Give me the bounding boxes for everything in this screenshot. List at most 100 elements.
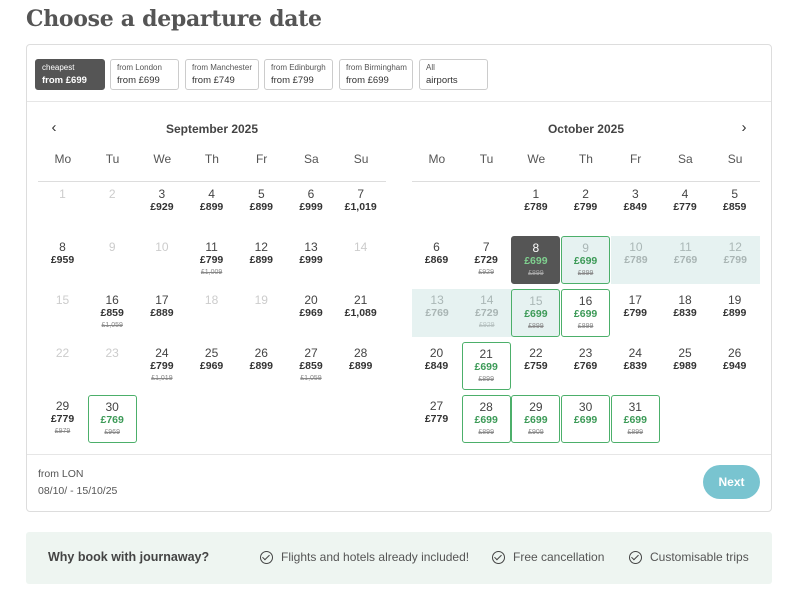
feature-label: Customisable trips xyxy=(650,550,749,564)
filter-pill[interactable]: from London from £699 xyxy=(110,59,179,90)
day-number: 4 xyxy=(208,187,215,201)
calendar-day[interactable]: 18 £839 xyxy=(661,289,710,337)
calendar-day[interactable]: 17 £799 xyxy=(611,289,660,337)
filter-price: from £749 xyxy=(192,75,235,86)
filter-pill[interactable]: from Manchester from £749 xyxy=(185,59,259,90)
date-picker-card: cheapest from £699 from London from £699 fro… xyxy=(26,44,772,512)
calendar-day[interactable]: 26 £899 xyxy=(237,342,286,390)
calendar-day[interactable]: 28 £899 xyxy=(336,342,385,390)
calendar-day[interactable]: 25 £969 xyxy=(187,342,236,390)
calendar-day[interactable]: 15 £699 £899 xyxy=(511,289,561,337)
calendar-day[interactable]: 30 £699 xyxy=(561,395,611,443)
day-number: 27 xyxy=(429,399,444,413)
calendar-day[interactable]: 30 £769 £969 xyxy=(87,395,137,443)
calendar-day[interactable]: 5 £859 xyxy=(710,183,759,231)
calendar-day[interactable]: 21 £699 £899 xyxy=(461,342,511,390)
day-number: 7 xyxy=(357,187,365,201)
calendar-day[interactable]: 31 £699 £899 xyxy=(610,395,660,443)
day-price: £699 xyxy=(573,255,598,267)
calendar-day[interactable]: 16 £699 £899 xyxy=(561,289,611,337)
calendar-day[interactable]: 20 £969 xyxy=(287,289,336,337)
calendar-day[interactable]: 25 £989 xyxy=(661,342,710,390)
day-price: £699 xyxy=(524,308,548,320)
calendar-day[interactable]: 11 £769 xyxy=(660,236,711,284)
calendar-day[interactable]: 10 £789 xyxy=(610,236,661,284)
calendar-day[interactable]: 24 £839 xyxy=(611,342,660,390)
filter-pill[interactable]: cheapest from £699 xyxy=(35,59,105,90)
day-old-price: £899 xyxy=(478,376,494,383)
next-month-button[interactable]: › xyxy=(737,120,751,135)
day-price: £699 xyxy=(573,308,598,320)
calendar-day[interactable]: 12 £799 xyxy=(710,236,761,284)
calendar-day[interactable]: 12 £899 xyxy=(237,236,286,284)
calendar-day[interactable]: 8 £959 xyxy=(38,236,87,284)
calendar-day[interactable]: 7 £729 £929 xyxy=(462,236,511,284)
calendar-day[interactable]: 1 £789 xyxy=(511,183,560,231)
day-number: 13 xyxy=(430,293,444,307)
filter-pill[interactable]: from Edinburgh from £799 xyxy=(264,59,333,90)
weekday-header: Tu xyxy=(479,152,494,166)
calendar-day[interactable]: 11 £799 £1,009 xyxy=(187,236,236,284)
day-number: 10 xyxy=(155,240,169,254)
calendar-day[interactable]: 27 £859 £1,059 xyxy=(287,342,336,390)
filter-pill[interactable]: All airports xyxy=(419,59,488,90)
day-price: £969 xyxy=(199,360,224,372)
calendar-day[interactable]: 23 £769 xyxy=(561,342,610,390)
calendar-day[interactable]: 9 £699 £899 xyxy=(561,236,611,284)
calendar-day[interactable]: 8 £699 £899 xyxy=(511,236,561,284)
calendar-day[interactable]: 26 £949 xyxy=(710,342,759,390)
calendar-day[interactable]: 6 £869 xyxy=(412,236,461,284)
calendar-day[interactable]: 6 £999 xyxy=(287,183,336,231)
day-price: £799 xyxy=(573,201,598,213)
filter-label: from Birmingham xyxy=(346,63,407,72)
calendar-day[interactable]: 3 £849 xyxy=(611,183,660,231)
calendar-day[interactable]: 4 £779 xyxy=(661,183,710,231)
calendar-day[interactable]: 17 £889 xyxy=(137,289,186,337)
weekday-header: Fr xyxy=(629,152,642,166)
day-old-price: £899 xyxy=(627,429,644,436)
check-circle-icon xyxy=(260,551,273,564)
day-number: 3 xyxy=(631,187,639,201)
calendar-day[interactable]: 19 £899 xyxy=(710,289,759,337)
calendar-day[interactable]: 3 £929 xyxy=(137,183,186,231)
calendar-day[interactable]: 4 £899 xyxy=(187,183,236,231)
calendar-day[interactable]: 28 £699 £899 xyxy=(461,395,511,443)
day-old-price: £929 xyxy=(478,322,495,329)
calendar-day[interactable]: 2 £799 xyxy=(561,183,610,231)
calendar-day[interactable]: 24 £799 £1,019 xyxy=(137,342,186,390)
day-old-price: £899 xyxy=(577,270,594,277)
weekday-header: Tu xyxy=(105,152,120,166)
feature-flights-hotels: Flights and hotels already included! xyxy=(260,550,469,564)
divider xyxy=(27,101,771,102)
day-old-price: £1,019 xyxy=(151,375,173,382)
feature-label: Flights and hotels already included! xyxy=(281,550,470,564)
calendar-day[interactable]: 5 £899 xyxy=(237,183,286,231)
next-button[interactable]: Next xyxy=(703,465,760,499)
calendar-day[interactable]: 16 £859 £1,059 xyxy=(88,289,137,337)
prev-month-button[interactable]: ‹ xyxy=(47,120,61,135)
filter-price: from £699 xyxy=(346,75,389,86)
calendar-day[interactable]: 13 £999 xyxy=(287,236,336,284)
calendar-day[interactable]: 21 £1,089 xyxy=(336,289,385,337)
calendar-day[interactable]: 14 £729 £929 xyxy=(461,289,512,337)
calendar-day[interactable]: 29 £699 £909 xyxy=(511,395,561,443)
calendar-day[interactable]: 7 £1,019 xyxy=(336,183,385,231)
calendar-day[interactable]: 13 £769 xyxy=(412,289,463,337)
calendar-day[interactable]: 27 £779 xyxy=(412,395,461,443)
day-price: £999 xyxy=(299,201,323,213)
calendar-day[interactable]: 29 £779 £979 xyxy=(38,395,87,443)
day-price: £899 xyxy=(249,201,273,213)
calendar-day[interactable]: 20 £849 xyxy=(412,342,461,390)
calendar-day: 2 xyxy=(88,183,137,231)
filter-price: airports xyxy=(426,75,458,86)
day-number: 5 xyxy=(731,187,739,201)
day-number: 6 xyxy=(307,187,315,201)
filter-pill[interactable]: from Birmingham from £699 xyxy=(339,59,413,90)
day-number: 25 xyxy=(204,346,219,360)
calendar-day: 9 xyxy=(88,236,137,284)
day-number: 2 xyxy=(582,187,589,201)
calendar-day[interactable]: 22 £759 xyxy=(511,342,560,390)
weekday-header: Fr xyxy=(255,152,268,166)
day-price: £769 xyxy=(673,254,698,266)
day-number: 16 xyxy=(105,293,119,307)
